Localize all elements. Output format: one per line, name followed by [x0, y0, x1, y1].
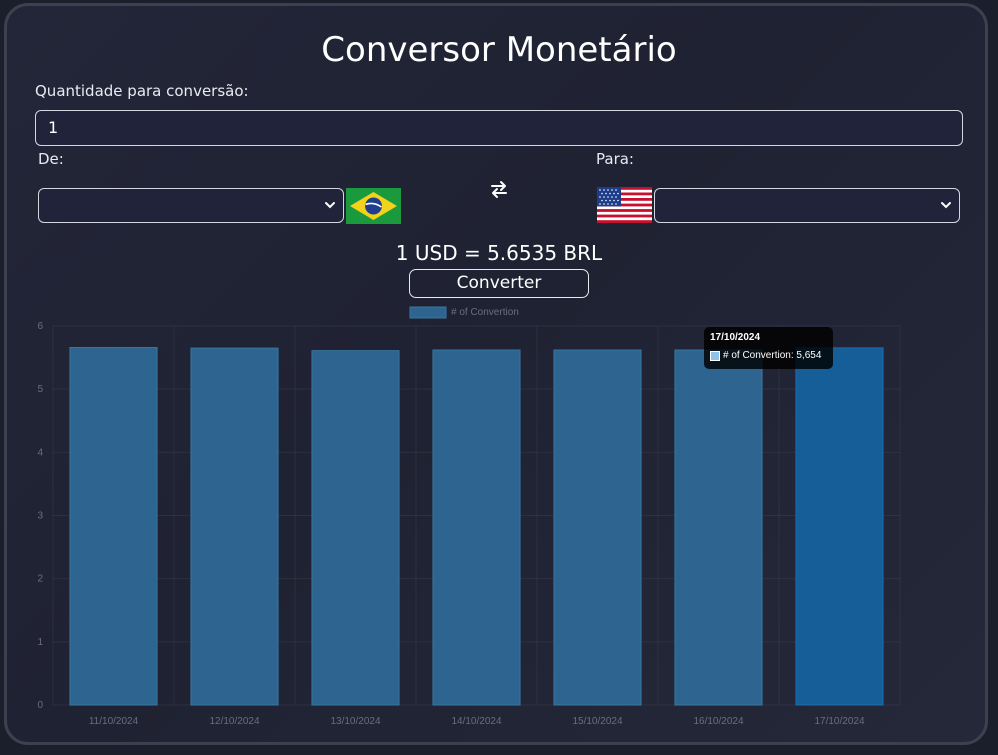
- conversion-result: 1 USD = 5.6535 BRL: [395, 241, 603, 265]
- chart-bar: [553, 349, 642, 706]
- legend-swatch: [409, 306, 447, 319]
- chart-bar: [190, 347, 279, 706]
- y-tick-label: 5: [37, 384, 43, 395]
- tooltip-swatch: [710, 351, 720, 361]
- tooltip-text: # of Convertion: 5,654: [723, 350, 822, 361]
- x-tick-label: 11/10/2024: [89, 716, 139, 727]
- tooltip-row: # of Convertion: 5,654: [710, 349, 827, 363]
- to-currency-select[interactable]: [654, 188, 960, 223]
- x-tick-label: 16/10/2024: [693, 716, 743, 727]
- x-tick-label: 13/10/2024: [330, 716, 380, 727]
- y-tick-label: 3: [37, 511, 43, 522]
- amount-label: Quantidade para conversão:: [35, 82, 249, 100]
- chart-bar: [432, 349, 521, 706]
- x-tick-label: 12/10/2024: [209, 716, 259, 727]
- chart-bar: [674, 349, 763, 706]
- x-tick-label: 15/10/2024: [572, 716, 622, 727]
- from-label: De:: [38, 150, 64, 168]
- legend-label: # of Convertion: [451, 307, 519, 318]
- swap-arrows-icon[interactable]: [488, 178, 510, 200]
- page-title: Conversor Monetário: [321, 30, 677, 70]
- x-tick-label: 14/10/2024: [451, 716, 501, 727]
- chart-bar: [69, 346, 158, 706]
- chart-bar: [795, 347, 884, 706]
- from-currency-select[interactable]: [38, 188, 344, 223]
- usa-flag-icon: [597, 187, 652, 223]
- convert-button[interactable]: Converter: [409, 269, 589, 298]
- x-tick-label: 17/10/2024: [814, 716, 864, 727]
- chevron-down-icon: [941, 202, 951, 209]
- amount-input[interactable]: 1: [35, 110, 963, 146]
- y-tick-label: 1: [37, 637, 43, 648]
- y-tick-label: 0: [37, 700, 43, 711]
- to-label: Para:: [596, 150, 634, 168]
- brazil-flag-icon: [346, 188, 401, 224]
- conversion-bar-chart: 0 1 2 3 4 5 6 11/10/2024 12/10/2024 13/10/2024 14/…: [37, 306, 901, 727]
- y-tick-label: 2: [37, 574, 43, 585]
- chevron-down-icon: [325, 202, 335, 209]
- y-tick-label: 4: [37, 447, 43, 458]
- tooltip-title: 17/10/2024: [710, 332, 761, 343]
- chart-tooltip: 17/10/2024 # of Convertion: 5,654: [704, 327, 833, 369]
- chart-bar: [311, 350, 400, 706]
- y-tick-label: 6: [37, 321, 43, 332]
